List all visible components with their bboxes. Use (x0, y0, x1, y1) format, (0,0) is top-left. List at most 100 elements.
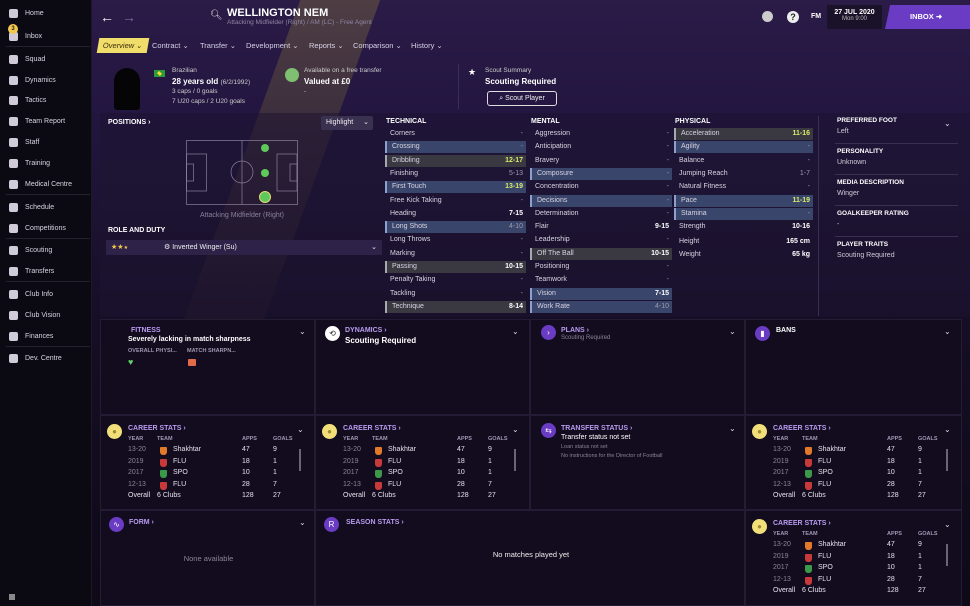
attribute-name: Finishing (390, 169, 419, 177)
role-dropdown[interactable]: ★★★ ⚙ Inverted Winger (Su) ⌄ (106, 240, 382, 255)
dynamics-link[interactable]: DYNAMICS › (345, 327, 387, 334)
tab-comparison[interactable]: Comparison ⌄ (348, 38, 407, 53)
season-stats-link[interactable]: SEASON STATS › (346, 519, 404, 526)
inbox-button[interactable]: INBOX ➜ (885, 5, 970, 29)
column-header: TEAM (157, 436, 173, 442)
date-display[interactable]: 27 JUL 2020 Mon 9:00 (827, 5, 882, 29)
sidebar-item-dev-centre[interactable]: Dev. Centre (0, 348, 92, 368)
career-stats-panel: ● CAREER STATS › ⌄ YEAR TEAM APPS GOALS 13-20 Sh… (100, 415, 315, 510)
forward-button[interactable]: → (122, 9, 136, 25)
sidebar-item-schedule[interactable]: Schedule (0, 197, 92, 217)
tab-overview[interactable]: Overview ⌄ (96, 38, 149, 53)
chevron-down-icon[interactable]: ⌄ (729, 424, 736, 433)
apps: 18 (457, 457, 465, 465)
career-stats-link[interactable]: CAREER STATS › (773, 425, 831, 432)
form-link[interactable]: FORM › (129, 519, 154, 526)
column-header: TEAM (802, 531, 818, 537)
info-label: PREFERRED FOOT (837, 117, 897, 124)
sidebar-item-inbox[interactable]: Inbox 3 (0, 24, 92, 46)
scrollbar[interactable] (299, 449, 301, 471)
search-icon[interactable]: 🔍︎ (210, 10, 223, 21)
back-button[interactable]: ← (100, 9, 114, 25)
positions-link[interactable]: POSITIONS › (108, 119, 151, 126)
chevron-down-icon[interactable]: ⌄ (944, 327, 951, 336)
career-stats-link[interactable]: CAREER STATS › (128, 425, 186, 432)
column-header: GOALS (488, 436, 508, 442)
sidebar-item-transfers[interactable]: Transfers (0, 261, 92, 281)
chevron-down-icon[interactable]: ⌄ (299, 518, 306, 527)
scout-player-button[interactable]: ⌕ Scout Player (487, 91, 557, 106)
tab-label: Reports (309, 41, 336, 50)
u20-caps: 7 U20 caps / 2 U20 goals (172, 98, 245, 105)
help-icon[interactable]: ? (787, 11, 799, 23)
dynamics-icon: ⟲ (325, 326, 340, 341)
tab-development[interactable]: Development ⌄ (241, 38, 304, 53)
settings-icon[interactable] (9, 594, 15, 600)
fm-menu[interactable]: FM (811, 13, 822, 20)
sidebar-item-scouting[interactable]: Scouting (0, 240, 92, 260)
season-stats-icon: R (324, 517, 339, 532)
career-stats-link[interactable]: CAREER STATS › (343, 425, 401, 432)
sidebar-item-club-vision[interactable]: Club Vision (0, 305, 92, 325)
plans-panel: › PLANS › Scouting Required ⌄ (530, 319, 745, 415)
sidebar-item-medical-centre[interactable]: Medical Centre (0, 174, 92, 194)
scrollbar[interactable] (946, 544, 948, 566)
tab-history[interactable]: History ⌄ (406, 38, 448, 53)
sidebar-item-finances[interactable]: Finances (0, 326, 92, 346)
attribute-value: - (520, 236, 523, 244)
sidebar-item-home[interactable]: Home (0, 3, 92, 23)
sidebar-item-competitions[interactable]: Competitions (0, 218, 92, 238)
club-badge-icon[interactable] (762, 11, 773, 22)
goals: 7 (918, 575, 922, 583)
chevron-down-icon[interactable]: ⌄ (512, 327, 519, 336)
sidebar-item-tactics[interactable]: Tactics (0, 90, 92, 110)
scrollbar[interactable] (514, 449, 516, 471)
sidebar-item-club-info[interactable]: Club Info (0, 284, 92, 304)
attribute-row: Vision 7-15 (530, 287, 672, 300)
tab-transfer[interactable]: Transfer ⌄ (195, 38, 241, 53)
sidebar-item-team-report[interactable]: Team Report (0, 111, 92, 131)
sidebar-item-squad[interactable]: Squad (0, 49, 92, 69)
attribute-value: - (520, 196, 523, 204)
attribute-row: Work Rate 4-10 (530, 300, 672, 313)
highlight-dropdown[interactable]: Highlight ⌄ (321, 116, 373, 130)
team: SPO (173, 469, 188, 476)
bans-panel: ▮ BANS ⌄ (745, 319, 962, 415)
chevron-down-icon[interactable]: ⌄ (299, 327, 306, 336)
tab-reports[interactable]: Reports ⌄ (304, 38, 349, 53)
sidebar-item-staff[interactable]: Staff (0, 132, 92, 152)
attribute-row: Stamina - (674, 207, 813, 220)
plans-link[interactable]: PLANS › (561, 327, 590, 334)
career-stats-link[interactable]: CAREER STATS › (773, 520, 831, 527)
tab-label: Contract (152, 41, 181, 50)
goals: 1 (918, 564, 922, 571)
year: 2017 (343, 469, 359, 476)
career-row: 2019 FLU 18 1 (101, 458, 291, 469)
inbox-label: INBOX (910, 12, 934, 21)
apps: 47 (887, 541, 895, 548)
sidebar-item-training[interactable]: Training (0, 153, 92, 173)
attribute-value: 9-15 (654, 223, 669, 231)
chevron-down-icon[interactable]: ⌄ (944, 119, 951, 128)
chevron-down-icon[interactable]: ⌄ (512, 425, 519, 434)
attribute-row: Technique 8-14 (385, 300, 526, 313)
sidebar-item-dynamics[interactable]: Dynamics (0, 70, 92, 90)
team: FLU (818, 575, 832, 583)
chevron-down-icon[interactable]: ⌄ (944, 520, 951, 529)
fitness-title[interactable]: FITNESS (131, 327, 161, 334)
total-clubs: 6 Clubs (802, 587, 826, 594)
scrollbar[interactable] (946, 449, 948, 471)
total-apps: 128 (887, 587, 899, 594)
chevron-down-icon[interactable]: ⌄ (297, 425, 304, 434)
goals: 1 (273, 469, 277, 476)
apps: 47 (242, 446, 250, 453)
tab-contract[interactable]: Contract ⌄ (147, 38, 194, 53)
chevron-down-icon[interactable]: ⌄ (944, 425, 951, 434)
chevron-down-icon[interactable]: ⌄ (729, 327, 736, 336)
transfer-status-link[interactable]: TRANSFER STATUS › (561, 425, 633, 432)
inbox-badge: 3 (8, 24, 18, 34)
goals: 1 (918, 552, 922, 560)
season-stats-text: No matches played yet (492, 550, 570, 559)
chevron-down-icon: ⌄ (434, 41, 443, 50)
chevron-down-icon: ⌄ (133, 41, 144, 50)
